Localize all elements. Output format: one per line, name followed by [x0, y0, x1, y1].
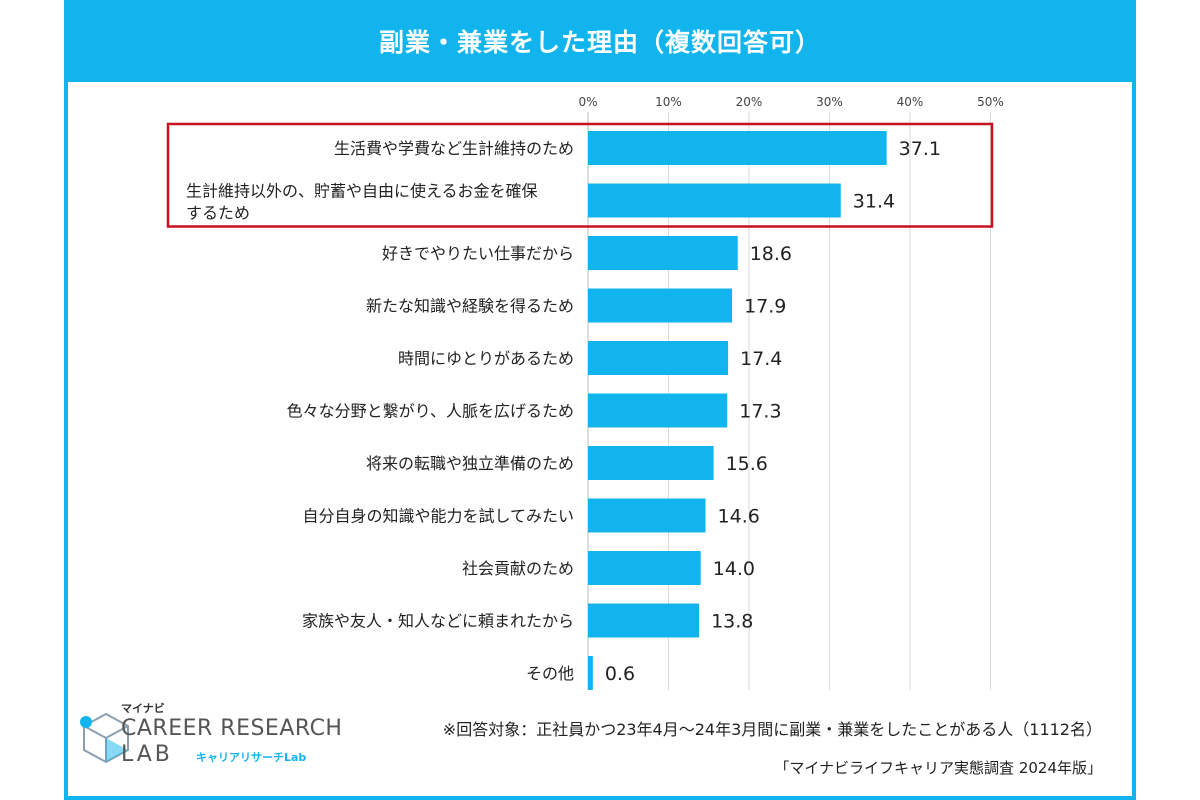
logo-subtitle: キャリアリサーチLab	[196, 751, 307, 764]
category-label: 新たな知識や経験を得るため	[366, 297, 574, 316]
cube-logo-icon	[80, 712, 129, 764]
category-label: 社会貢献のため	[462, 559, 574, 578]
category-label-line: 生計維持以外の、貯蓄や自由に使えるお金を確保	[186, 182, 538, 201]
x-tick-label: 30%	[816, 95, 843, 109]
highlight-box	[166, 122, 994, 228]
value-label: 14.0	[713, 558, 755, 580]
career-research-lab-logo: マイナビ CAREER RESEARCH LAB キャリアリサーチLab	[76, 700, 366, 770]
value-label: 17.3	[739, 401, 781, 423]
value-label: 31.4	[853, 191, 895, 213]
value-label: 37.1	[899, 138, 941, 160]
x-tick-label: 10%	[655, 95, 682, 109]
logo-line2: LAB	[121, 742, 173, 767]
bar	[588, 446, 714, 480]
category-label: 色々な分野と繋がり、人脈を広げるため	[287, 402, 574, 421]
category-label: 将来の転職や独立準備のため	[366, 454, 574, 473]
x-tick-label: 40%	[897, 95, 924, 109]
bar	[588, 603, 700, 638]
bar	[588, 288, 733, 323]
category-label-line: するため	[186, 204, 250, 223]
category-label: 家族や友人・知人などに頼まれたから	[302, 612, 574, 631]
value-label: 14.6	[718, 506, 760, 528]
category-label: 好きでやりたい仕事だから	[382, 244, 574, 263]
bar	[588, 341, 729, 375]
logo-line1: CAREER RESEARCH	[121, 716, 343, 741]
bar	[588, 551, 701, 585]
x-tick-label: 20%	[736, 95, 763, 109]
x-tick-label: 0%	[578, 95, 597, 109]
respondent-note: ※回答対象：正社員かつ23年4月～24年3月間に副業・兼業をしたことがある人（1…	[442, 720, 1102, 739]
value-label: 13.8	[711, 611, 753, 633]
value-label: 17.9	[744, 296, 786, 318]
category-label: その他	[526, 664, 574, 683]
source-citation: 「マイナビライフキャリア実態調査 2024年版」	[774, 759, 1102, 777]
category-label: 自分自身の知識や能力を試してみたい	[302, 507, 574, 526]
category-label: 生計維持以外の、貯蓄や自由に使えるお金を確保するため	[186, 182, 538, 223]
bar	[588, 393, 728, 428]
brand-small-text: マイナビ	[121, 702, 165, 715]
category-label: 生活費や学費など生計維持のため	[334, 139, 574, 158]
bar	[588, 131, 887, 165]
bar	[588, 236, 738, 270]
category-label: 時間にゆとりがあるため	[398, 349, 574, 368]
x-tick-label: 50%	[977, 95, 1004, 109]
bar	[588, 183, 841, 218]
value-label: 17.4	[740, 348, 782, 370]
value-label: 0.6	[605, 663, 635, 685]
bar	[588, 498, 706, 533]
chart-title: 副業・兼業をした理由（複数回答可）	[64, 0, 1136, 82]
value-label: 18.6	[750, 243, 792, 265]
value-label: 15.6	[726, 453, 768, 475]
bar	[588, 656, 593, 690]
